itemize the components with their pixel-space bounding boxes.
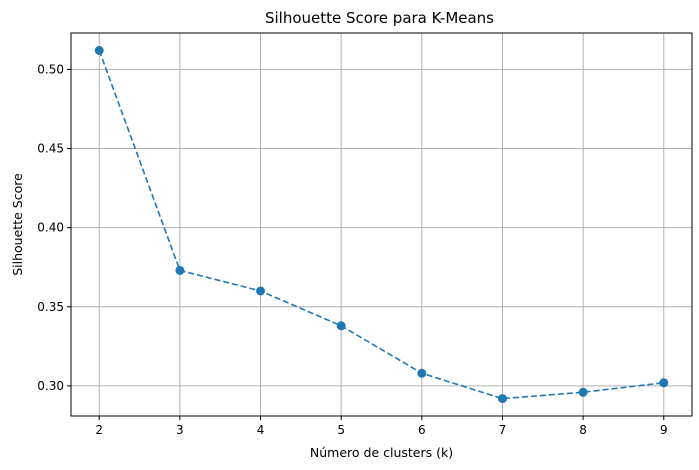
x-tick-label: 3 [176, 423, 184, 437]
x-axis-label: Número de clusters (k) [310, 445, 453, 460]
data-point [256, 286, 266, 296]
y-tick-label: 0.30 [37, 379, 64, 393]
chart-title: Silhouette Score para K-Means [265, 9, 494, 27]
data-point [175, 265, 185, 275]
plot-frame [70, 32, 693, 417]
data-point [497, 394, 507, 404]
y-axis-ticks: 0.30 0.35 0.40 0.45 0.50 [37, 62, 71, 393]
y-axis-label: Silhouette Score [10, 173, 25, 276]
series-line-path [98, 50, 664, 400]
x-tick-label: 8 [579, 423, 587, 437]
x-axis-ticks: 2 3 4 5 6 7 8 9 [95, 416, 668, 437]
grid [71, 33, 692, 416]
data-point [94, 45, 104, 55]
x-tick-label: 9 [660, 423, 668, 437]
x-tick-label: 2 [95, 423, 103, 437]
x-tick-label: 4 [257, 423, 265, 437]
y-tick-label: 0.45 [37, 142, 64, 156]
data-point [659, 378, 669, 388]
data-point [578, 387, 588, 397]
x-tick-label: 5 [337, 423, 345, 437]
y-tick-label: 0.40 [37, 221, 64, 235]
x-tick-label: 6 [418, 423, 426, 437]
data-point [417, 368, 427, 378]
data-point [336, 321, 346, 331]
x-tick-label: 7 [499, 423, 507, 437]
y-tick-label: 0.50 [37, 62, 64, 76]
series-line [94, 45, 669, 404]
y-tick-label: 0.35 [37, 300, 64, 314]
